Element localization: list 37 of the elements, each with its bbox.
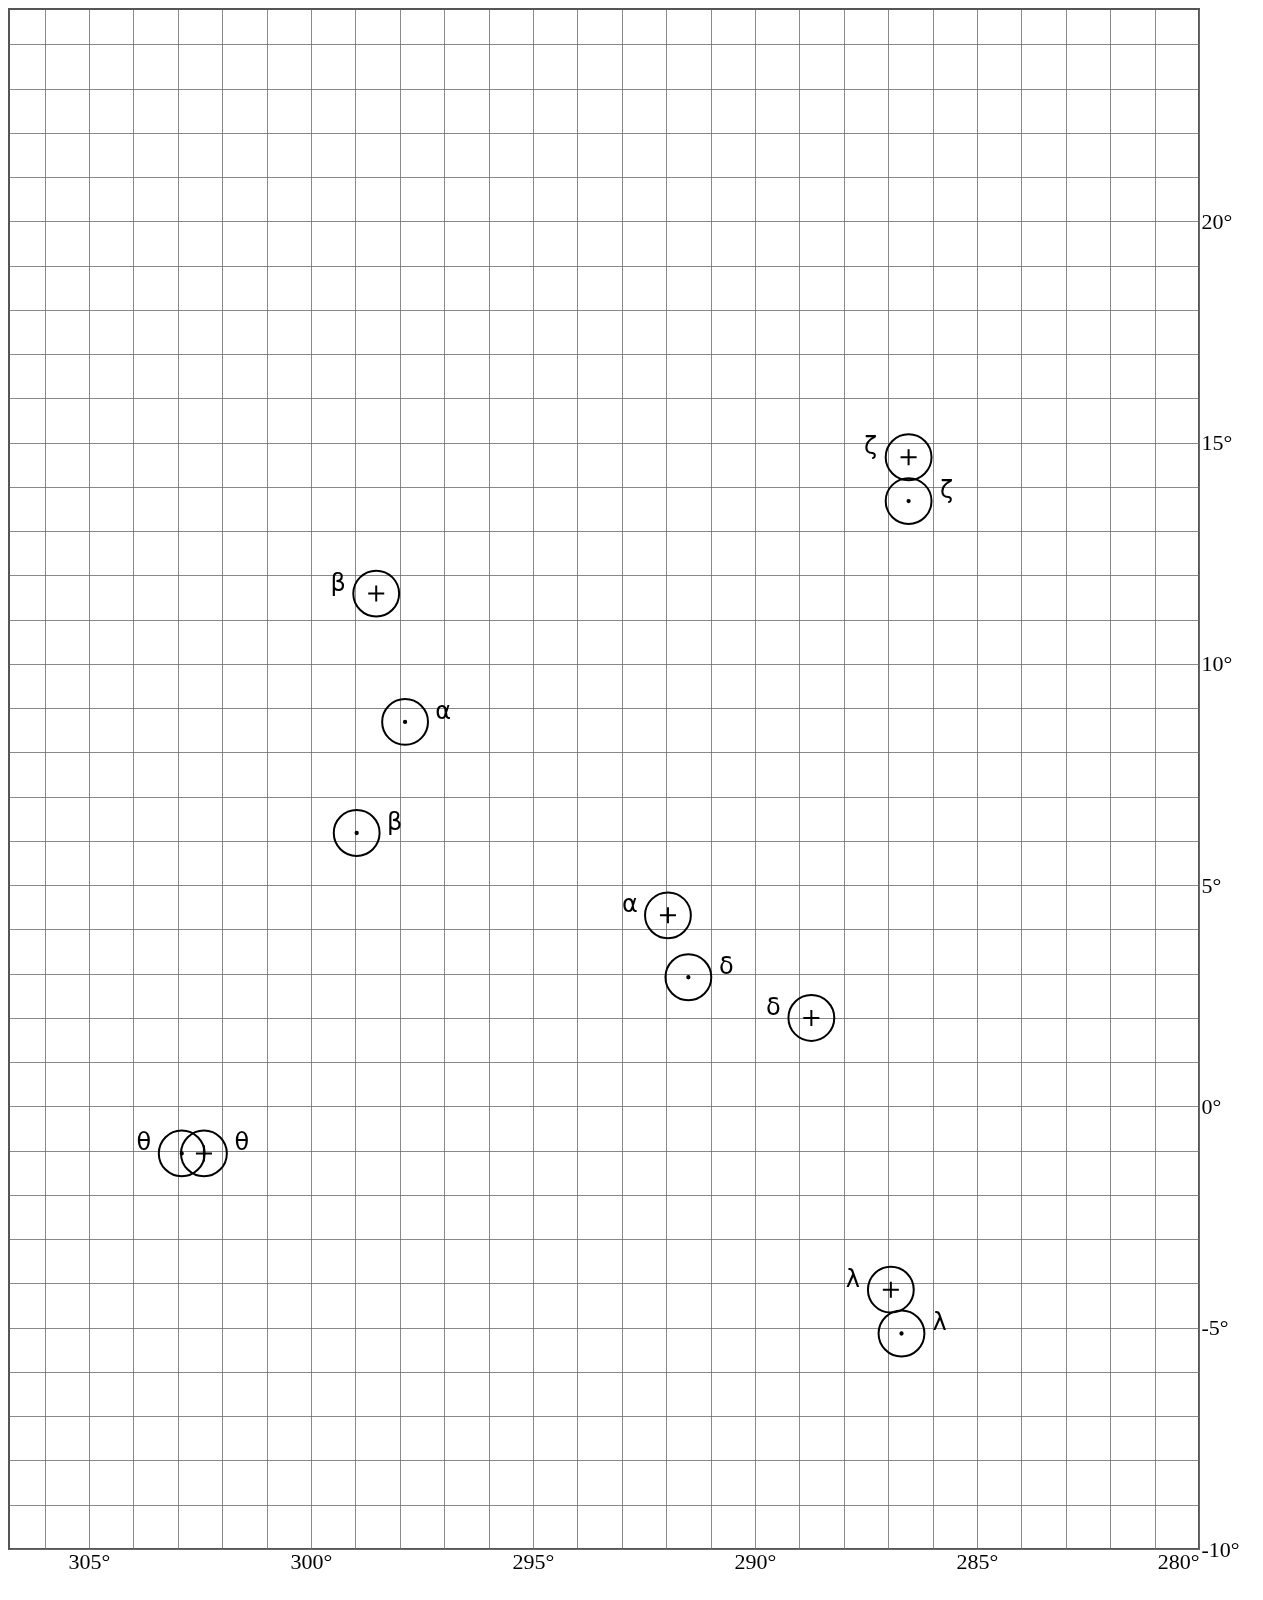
- point: [352, 569, 401, 618]
- point: [664, 953, 713, 1002]
- point: [157, 1129, 206, 1178]
- y-tick-label: 0°: [1201, 1093, 1222, 1119]
- y-tick-label: 15°: [1201, 430, 1233, 456]
- y-tick-label: -5°: [1201, 1315, 1229, 1341]
- y-tick-label: 20°: [1201, 208, 1233, 234]
- data-label: λ: [845, 1264, 860, 1293]
- x-tick-label: 295°: [512, 1548, 555, 1574]
- point: [884, 477, 933, 525]
- x-tick-label: 300°: [290, 1548, 333, 1574]
- data-label: δ: [719, 952, 734, 981]
- data-label: ζ: [940, 476, 954, 505]
- x-tick-label: 285°: [956, 1548, 999, 1574]
- point: [877, 1309, 926, 1358]
- x-tick-label: 290°: [734, 1548, 777, 1574]
- data-label: α: [622, 890, 638, 919]
- y-tick-label: 5°: [1201, 872, 1222, 898]
- data-label: β: [387, 807, 403, 836]
- point: [866, 1265, 915, 1314]
- point: [332, 809, 381, 857]
- x-tick-label: 280°: [1157, 1548, 1200, 1574]
- data-label: λ: [932, 1308, 947, 1337]
- x-tick-label: 305°: [68, 1548, 111, 1574]
- point: [787, 994, 836, 1042]
- point: [644, 891, 692, 940]
- point: [180, 1129, 228, 1178]
- y-tick-label: -10°: [1201, 1536, 1240, 1562]
- data-label: ζ: [864, 432, 878, 461]
- y-tick-label: 10°: [1201, 651, 1233, 677]
- data-label: β: [330, 568, 346, 597]
- data-label: θ: [234, 1128, 250, 1157]
- point: [884, 433, 933, 482]
- point: [381, 698, 429, 746]
- data-label: α: [435, 696, 451, 725]
- data-label: θ: [136, 1128, 152, 1157]
- data-label: δ: [766, 992, 781, 1021]
